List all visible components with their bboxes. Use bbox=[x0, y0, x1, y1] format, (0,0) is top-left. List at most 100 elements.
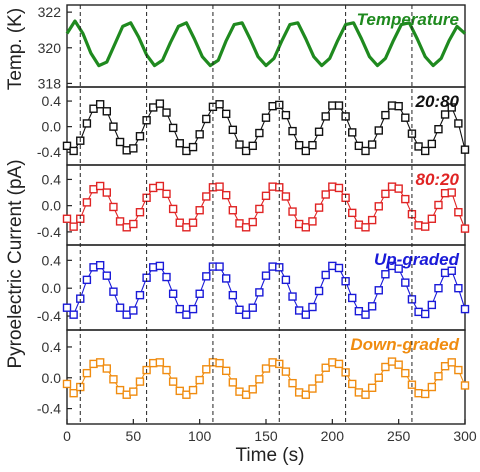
data-point bbox=[196, 290, 203, 297]
y-axis-label-current: Pyroelectric Current (pA) bbox=[5, 159, 26, 368]
data-point bbox=[256, 289, 263, 296]
data-point bbox=[229, 292, 236, 299]
data-point bbox=[256, 205, 263, 212]
data-point bbox=[163, 367, 170, 374]
data-point bbox=[196, 377, 203, 384]
data-point bbox=[462, 382, 469, 389]
panel-0: 318 320 322 Temperature bbox=[38, 4, 465, 91]
data-point bbox=[249, 219, 256, 226]
data-point bbox=[316, 128, 323, 135]
data-point bbox=[196, 207, 203, 214]
data-point bbox=[64, 304, 71, 311]
data-point bbox=[163, 190, 170, 197]
data-point bbox=[190, 387, 197, 394]
data-point bbox=[395, 361, 402, 368]
data-point bbox=[448, 189, 455, 196]
data-point bbox=[402, 114, 409, 121]
data-point bbox=[369, 384, 376, 391]
data-point bbox=[289, 380, 296, 387]
data-point bbox=[375, 287, 382, 294]
data-point bbox=[156, 100, 163, 107]
data-point bbox=[136, 378, 143, 385]
data-point bbox=[130, 145, 137, 152]
y-tick-label: 0.0 bbox=[42, 280, 62, 296]
data-point bbox=[203, 193, 210, 200]
data-point bbox=[223, 110, 230, 117]
data-point bbox=[369, 217, 376, 224]
data-point bbox=[256, 376, 263, 383]
data-point bbox=[422, 223, 429, 230]
y-tick-label: 0.4 bbox=[42, 171, 62, 187]
data-point bbox=[309, 142, 316, 149]
data-point bbox=[83, 276, 90, 283]
data-point bbox=[375, 374, 382, 381]
data-point bbox=[229, 379, 236, 386]
data-point bbox=[190, 144, 197, 151]
panel-3: -0.4 0.0 0.4 Up-graded bbox=[37, 245, 469, 330]
panel-1: -0.40.00.4 20:80 bbox=[37, 87, 469, 165]
data-point bbox=[349, 294, 356, 301]
data-point bbox=[448, 359, 455, 366]
x-tick-label: 50 bbox=[126, 428, 142, 444]
panel-label: 80:20 bbox=[416, 170, 460, 189]
data-point bbox=[103, 108, 110, 115]
data-point bbox=[163, 274, 170, 281]
data-point bbox=[316, 375, 323, 382]
y-tick-label: 322 bbox=[38, 4, 62, 20]
data-point bbox=[223, 192, 230, 199]
y-tick-label: -0.4 bbox=[37, 224, 61, 240]
data-point bbox=[349, 380, 356, 387]
data-point bbox=[375, 203, 382, 210]
y-tick-label: 0.0 bbox=[42, 198, 62, 214]
data-point bbox=[103, 272, 110, 279]
data-point bbox=[223, 275, 230, 282]
data-point bbox=[203, 115, 210, 122]
panel-label: Up-graded bbox=[374, 250, 460, 269]
data-point bbox=[156, 359, 163, 366]
panel-2: -0.4 0.0 0.4 80:20 bbox=[37, 165, 469, 245]
data-point bbox=[223, 367, 230, 374]
x-tick-label: 150 bbox=[254, 428, 278, 444]
data-point bbox=[196, 131, 203, 138]
data-point bbox=[97, 101, 104, 108]
data-point bbox=[435, 373, 442, 380]
data-point bbox=[203, 273, 210, 280]
panel-label: Down-graded bbox=[350, 335, 459, 354]
data-point bbox=[402, 370, 409, 377]
y-tick-label: 0.4 bbox=[42, 252, 62, 268]
data-point bbox=[163, 109, 170, 116]
data-point bbox=[282, 112, 289, 119]
data-point bbox=[428, 215, 435, 222]
x-tick-label: 100 bbox=[188, 428, 212, 444]
y-tick-label: 320 bbox=[38, 40, 62, 56]
y-tick-label: -0.4 bbox=[37, 308, 61, 324]
data-point bbox=[422, 310, 429, 317]
data-point bbox=[103, 365, 110, 372]
data-point bbox=[130, 388, 137, 395]
data-point bbox=[382, 112, 389, 119]
data-point bbox=[422, 390, 429, 397]
data-point bbox=[369, 141, 376, 148]
data-point bbox=[156, 182, 163, 189]
data-point bbox=[136, 209, 143, 216]
data-point bbox=[462, 225, 469, 232]
data-point bbox=[316, 204, 323, 211]
panel-4: -0.40.00.4 Down-graded bbox=[37, 330, 469, 424]
data-point bbox=[435, 285, 442, 292]
data-point bbox=[395, 185, 402, 192]
data-point bbox=[190, 219, 197, 226]
data-point bbox=[170, 205, 177, 212]
data-point bbox=[395, 103, 402, 110]
data-point bbox=[322, 113, 329, 120]
data-point bbox=[375, 127, 382, 134]
data-point bbox=[110, 203, 117, 210]
data-point bbox=[263, 272, 270, 279]
data-point bbox=[216, 263, 223, 270]
x-tick-label: 250 bbox=[387, 428, 411, 444]
data-point bbox=[428, 140, 435, 147]
data-point bbox=[335, 360, 342, 367]
data-point bbox=[216, 360, 223, 367]
data-point bbox=[203, 366, 210, 373]
data-point bbox=[382, 271, 389, 278]
data-point bbox=[455, 367, 462, 374]
